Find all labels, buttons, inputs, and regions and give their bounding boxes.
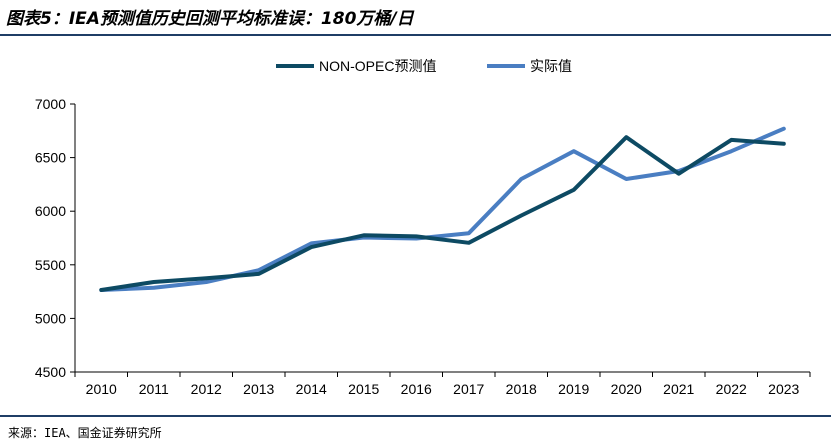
x-tick-label: 2010: [86, 381, 117, 397]
source-note: 来源：IEA、国金证券研究所: [8, 426, 162, 440]
y-tick-label: 6500: [35, 150, 66, 166]
x-tick-label: 2020: [611, 381, 642, 397]
y-tick-label: 7000: [35, 96, 66, 112]
y-tick-label: 4500: [35, 364, 66, 380]
line-chart: NON-OPEC预测值 实际值 4500 5000 5500 6000 6500 7000…: [35, 58, 811, 397]
x-tick-label: 2014: [296, 381, 327, 397]
title-bar: 图表5：IEA预测值历史回测平均标准误：180万桶/日: [0, 0, 831, 36]
chart-title: 图表5：IEA预测值历史回测平均标准误：180万桶/日: [6, 9, 414, 29]
x-tick-label: 2021: [663, 381, 694, 397]
x-tick-label: 2012: [191, 381, 222, 397]
x-tick-label: 2019: [558, 381, 589, 397]
series-lines: [99, 126, 786, 292]
x-tick-label: 2023: [768, 381, 799, 397]
y-tick-label: 5500: [35, 257, 66, 273]
x-ticks: 2010 2011 2012 2013 2014 2015 2016 2017 2018 2019…: [74, 372, 811, 397]
x-tick-label: 2018: [506, 381, 537, 397]
x-tick-label: 2022: [716, 381, 747, 397]
y-tick-label: 5000: [35, 310, 66, 326]
x-tick-label: 2013: [243, 381, 274, 397]
series-line-forecast: [99, 135, 786, 292]
legend-label-forecast: NON-OPEC预测值: [319, 58, 436, 74]
legend-label-actual: 实际值: [530, 58, 572, 74]
y-ticks: 4500 5000 5500 6000 6500 7000: [35, 96, 75, 380]
legend: NON-OPEC预测值 实际值: [276, 58, 572, 74]
series-line-actual: [99, 126, 786, 292]
x-tick-label: 2015: [348, 381, 379, 397]
x-tick-label: 2017: [453, 381, 484, 397]
y-tick-label: 6000: [35, 203, 66, 219]
x-tick-label: 2011: [139, 381, 169, 397]
footer-divider: [0, 415, 831, 417]
x-tick-label: 2016: [401, 381, 432, 397]
